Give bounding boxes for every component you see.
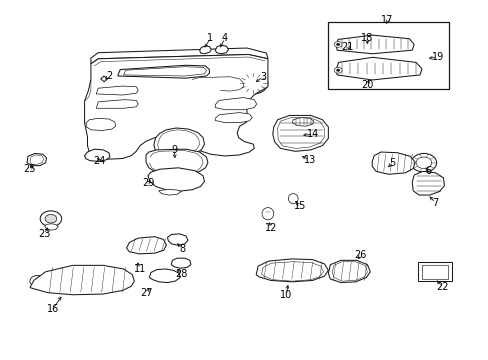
Text: 5: 5 (389, 158, 395, 168)
Text: 23: 23 (38, 229, 50, 239)
Bar (328, 22, 448, 89)
Polygon shape (44, 224, 58, 230)
Circle shape (333, 41, 341, 47)
Polygon shape (215, 45, 228, 54)
Circle shape (166, 158, 183, 171)
Text: 3: 3 (260, 72, 265, 82)
Text: 10: 10 (280, 291, 292, 301)
Text: 22: 22 (435, 282, 448, 292)
Text: 1: 1 (207, 33, 213, 43)
Polygon shape (86, 118, 116, 131)
Polygon shape (328, 260, 369, 283)
Polygon shape (411, 171, 444, 195)
Circle shape (244, 77, 262, 90)
Text: 20: 20 (361, 80, 373, 90)
Text: 2: 2 (105, 71, 112, 81)
Polygon shape (292, 118, 313, 126)
Text: 26: 26 (354, 250, 366, 260)
Polygon shape (158, 189, 181, 195)
Text: 7: 7 (431, 198, 438, 208)
Circle shape (40, 211, 61, 226)
Circle shape (415, 157, 431, 168)
Polygon shape (256, 259, 328, 282)
Text: 4: 4 (222, 33, 227, 43)
Text: 19: 19 (431, 52, 443, 62)
Circle shape (238, 72, 267, 94)
Polygon shape (96, 86, 138, 95)
Text: 25: 25 (23, 164, 36, 174)
Polygon shape (335, 57, 421, 80)
Polygon shape (84, 149, 110, 161)
Circle shape (30, 275, 45, 287)
Circle shape (335, 69, 339, 72)
Polygon shape (96, 100, 138, 108)
Text: 15: 15 (293, 201, 305, 211)
Polygon shape (154, 128, 204, 158)
Circle shape (410, 153, 436, 172)
Bar (421, 265, 447, 279)
Circle shape (149, 171, 162, 181)
Ellipse shape (288, 194, 298, 204)
Text: 16: 16 (47, 304, 59, 314)
Polygon shape (30, 265, 134, 295)
Text: 24: 24 (93, 156, 105, 166)
Polygon shape (371, 152, 414, 174)
Text: 18: 18 (361, 33, 373, 43)
Text: 21: 21 (341, 42, 353, 51)
Circle shape (45, 215, 57, 223)
Polygon shape (91, 48, 267, 64)
Bar (417, 262, 451, 281)
Polygon shape (215, 113, 252, 123)
Polygon shape (215, 98, 256, 110)
Polygon shape (126, 237, 166, 254)
Polygon shape (335, 35, 413, 54)
Text: 6: 6 (425, 166, 430, 176)
Polygon shape (149, 269, 180, 283)
Text: 8: 8 (179, 244, 185, 254)
Polygon shape (27, 153, 46, 166)
Polygon shape (118, 65, 209, 78)
Text: 29: 29 (142, 178, 154, 188)
Circle shape (335, 43, 339, 46)
Polygon shape (171, 258, 190, 268)
Text: 11: 11 (134, 264, 146, 274)
Polygon shape (148, 168, 204, 191)
Polygon shape (146, 149, 207, 176)
Ellipse shape (262, 208, 273, 220)
Text: 27: 27 (141, 288, 153, 298)
Text: 17: 17 (381, 15, 393, 26)
Circle shape (333, 67, 341, 73)
Polygon shape (272, 116, 328, 151)
Text: 14: 14 (306, 129, 319, 139)
Text: 9: 9 (171, 144, 178, 154)
Text: 12: 12 (264, 223, 277, 233)
Text: 13: 13 (303, 155, 315, 165)
Polygon shape (199, 46, 211, 54)
Polygon shape (84, 54, 267, 159)
Text: 28: 28 (175, 269, 187, 279)
Polygon shape (101, 76, 107, 82)
Polygon shape (167, 234, 187, 245)
